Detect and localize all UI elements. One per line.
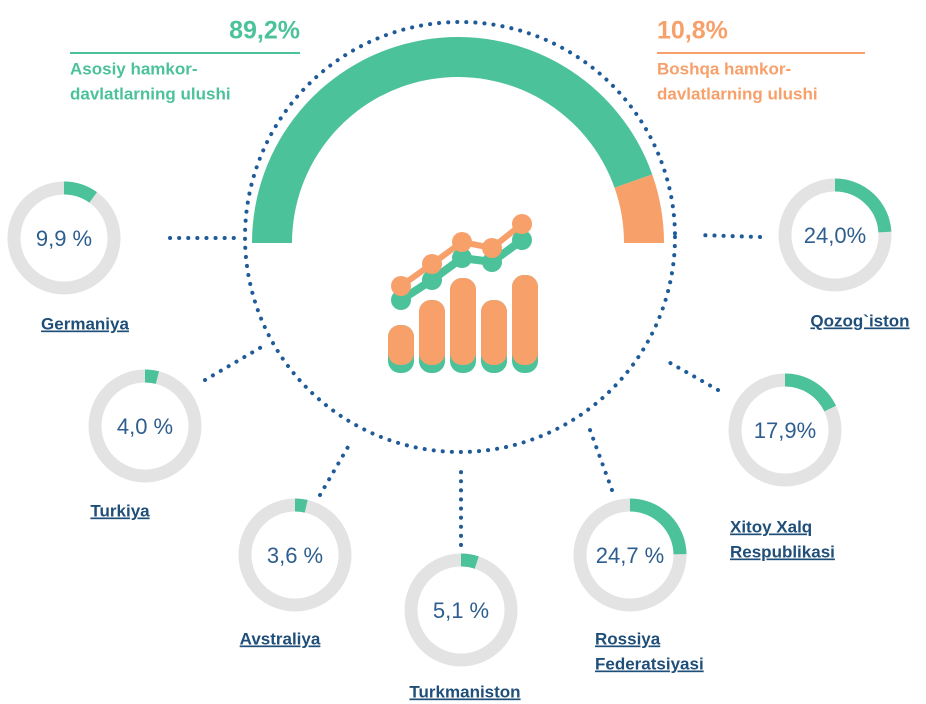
country-name: Rossiya: [595, 629, 661, 648]
donut-arc: [573, 498, 687, 612]
summary-caption: davlatlarning ulushi: [70, 84, 231, 103]
connector: [695, 233, 762, 239]
donut-value: 4,0 %: [117, 414, 173, 439]
connector: [663, 358, 720, 392]
donut-value: 24,7 %: [596, 543, 665, 568]
donut-value: 9,9 %: [36, 226, 92, 251]
donut-value: 24,0%: [804, 223, 866, 248]
connector: [203, 343, 267, 382]
donut-arc: [238, 498, 352, 612]
donut-arc: [88, 369, 202, 483]
donut-value: 5,1 %: [433, 598, 489, 623]
donut-value: 3,6 %: [267, 543, 323, 568]
summary-value: 89,2%: [229, 17, 300, 45]
country-name: Turkiya: [90, 501, 150, 520]
country-name: Qozog`iston: [810, 311, 909, 330]
country-name: Respublikasi: [730, 542, 835, 561]
donut-arc: [778, 178, 892, 292]
donut-arc: [404, 553, 518, 667]
donut-value: 17,9%: [754, 418, 816, 443]
connector: [318, 438, 354, 497]
summary-caption: Boshqa hamkor-: [657, 59, 791, 78]
chart-icon: [388, 214, 538, 373]
country-name: Germaniya: [41, 314, 129, 333]
country-name: Federatsiyasi: [595, 654, 704, 673]
country-name: Avstraliya: [240, 629, 321, 648]
country-name: Turkmaniston: [409, 682, 520, 701]
dotted-circle: [243, 20, 677, 454]
donut-arc: [728, 373, 842, 487]
gauge-segment: [614, 174, 664, 243]
donut-arc: [7, 181, 121, 295]
summary-value: 10,8%: [657, 17, 728, 45]
summary-caption: Asosiy hamkor-: [70, 59, 198, 78]
summary-caption: davlatlarning ulushi: [657, 84, 818, 103]
country-name: Xitoy Xalq: [730, 517, 812, 536]
gauge-segment: [252, 37, 653, 243]
connector: [588, 428, 614, 492]
